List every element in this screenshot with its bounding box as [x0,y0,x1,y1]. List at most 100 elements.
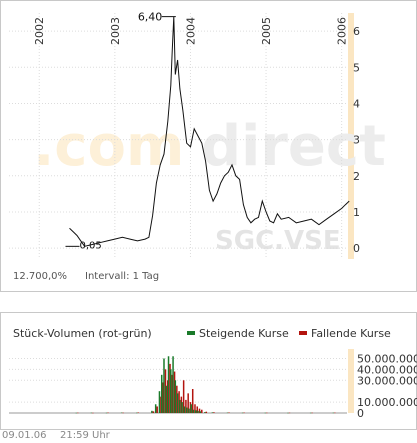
volume-bar-down [266,412,268,414]
volume-bar-up [120,412,123,414]
volume-bar-down [167,380,169,413]
x-tick-label: 2005 [260,17,273,45]
volume-bar-up [160,374,163,413]
legend-label: Fallende Kurse [311,327,391,340]
volume-bar-down [243,412,245,414]
y-tick-label: 5 [353,61,360,74]
volume-bar-up [264,412,267,414]
volume-bar-down [213,412,215,413]
volume-tick-label: 10.000.000 [357,396,417,409]
volume-bar-down [156,406,158,413]
volume-bar-down [194,404,196,413]
volume-bar-down [198,408,201,413]
right-axis-band [348,13,354,259]
volume-chart: Stück-Volumen (rot-grün) Steigende Kurse F… [9,327,417,420]
change-percent: 12.700,0% [13,271,67,282]
volume-bar-up [75,412,78,414]
volume-bar-down [162,382,164,413]
legend-label: Steigende Kurse [199,327,289,340]
volume-bar-up [241,412,244,414]
volume-bar-down [160,396,162,413]
volume-bar-down [107,412,109,414]
y-tick-label: 0 [353,242,360,255]
volume-bar-down [196,406,198,413]
volume-tick-label: 50.000.000 [357,352,417,365]
footer-time: 21:59 Uhr [60,430,110,441]
volume-bar-up [188,408,190,413]
volume-bar-up [167,356,170,413]
y-tick-label: 3 [353,134,360,147]
volume-bar-up [183,406,186,413]
volume-bar-up [170,369,172,413]
volume-tick-label: 40.000.000 [357,363,417,376]
volume-axis-band [348,349,354,413]
volume-bar-down [92,412,94,414]
volume-bar-up [174,380,177,413]
volume-bar-up [197,410,199,413]
price-chart-panel: .com direct SGC.VSE 0 1 2 3 4 5 6 2002 2003 2004 2005… [0,0,417,292]
volume-bar-up [158,391,161,413]
volume-bar-down [189,402,192,413]
x-tick-label: 2006 [336,17,349,45]
volume-bar-up [192,409,195,413]
volume-bar-down [288,412,291,414]
volume-bar-up [204,412,206,413]
volume-bar-up [190,404,192,413]
min-annotation: 0,05 [79,240,101,251]
x-tick-label: 2002 [33,17,46,45]
volume-bar-down [176,385,178,413]
legend-swatch [187,331,195,335]
volume-bar-down [152,411,155,413]
volume-bar-up [194,410,197,413]
legend-swatch [299,331,307,335]
volume-bar-down [173,371,176,413]
volume-bar-up [179,399,181,413]
watermark-brand-left: .com [33,114,184,179]
volume-bar-up [211,412,214,413]
volume-bar-down [191,389,194,413]
volume-bar-down [185,399,187,413]
footer-date: 09.01.06 [2,430,47,441]
interval-text: Intervall: 1 Tag [85,271,159,282]
volume-bar-down [205,411,208,413]
volume-bar-up [165,385,168,413]
y-tick-label: 6 [353,25,360,38]
volume-tick-label: 30.000.000 [357,374,417,387]
volume-bar-down [122,412,124,414]
volume-bar-up [185,407,188,413]
volume-bar-up [332,412,335,414]
volume-bar-down [182,380,185,413]
volume-bar-up [136,412,138,414]
volume-bar-up [226,412,229,414]
volume-bar-down [77,412,79,414]
volume-bar-up [151,410,153,413]
volume-bar-down [171,374,174,413]
volume-bar-up [199,411,202,413]
volume-bar-up [172,356,174,413]
x-tick-label: 2004 [184,17,197,45]
volume-bar-up [287,412,289,414]
price-chart: .com direct SGC.VSE 0 1 2 3 4 5 6 2002 2003 2004 2005… [9,11,386,282]
volume-bar-down [228,412,230,413]
volume-bar-up [176,393,179,413]
volume-bar-down [187,393,189,413]
max-annotation: 6,40 [138,11,163,24]
volume-bar-up [163,358,165,413]
volume-bar-down [311,412,313,414]
y-tick-label: 4 [353,97,360,110]
volume-bar-up [154,404,157,413]
x-tick-label: 2003 [109,17,122,45]
price-line [69,16,350,247]
watermark-brand-right: direct [201,114,386,179]
volume-bar-down [137,412,140,413]
volume-bar-down [164,369,167,413]
volume-bar-up [90,412,93,414]
volume-bar-down [180,396,183,413]
volume-bar-up [105,412,108,414]
y-tick-label: 2 [353,170,360,183]
volume-bar-up [181,402,183,413]
watermark-symbol: SGC.VSE [215,226,341,256]
y-tick-label: 1 [353,206,360,219]
volume-title: Stück-Volumen (rot-grün) [13,327,152,340]
volume-bar-down [178,391,180,413]
